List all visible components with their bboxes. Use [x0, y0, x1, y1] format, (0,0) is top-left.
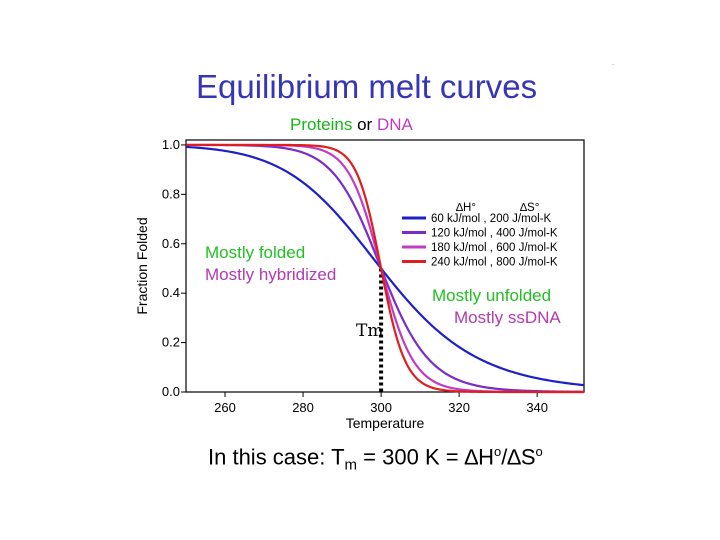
- y-axis-label: Fraction Folded: [134, 217, 150, 314]
- x-tick-label: 280: [292, 400, 314, 415]
- legend-label: 120 kJ/mol , 400 J/mol-K: [431, 228, 558, 240]
- caption-middle: = 300 K = ∆H: [357, 444, 495, 470]
- chart-panel-background: [132, 135, 612, 433]
- caption-sup2: o: [535, 444, 543, 459]
- chart-subtitle: Proteins or DNA: [290, 115, 413, 135]
- annotation-mostly-unfolded: Mostly unfolded: [432, 286, 551, 305]
- annotation-mostly-ssdna: Mostly ssDNA: [454, 308, 561, 327]
- x-tick-label: 260: [214, 400, 236, 415]
- subtitle-or: or: [352, 115, 377, 134]
- y-tick-label: 0.0: [162, 384, 180, 399]
- annotation-mostly-folded: Mostly folded: [205, 243, 305, 262]
- x-tick-label: 300: [370, 400, 392, 415]
- legend-label: 180 kJ/mol , 600 J/mol-K: [431, 242, 558, 254]
- caption-sub: m: [344, 456, 358, 474]
- corner-mark: .: [612, 58, 615, 67]
- legend: ∆H° ∆S° 60 kJ/mol , 200 J/mol-K 120 kJ/mo…: [402, 202, 558, 269]
- y-tick-label: 0.4: [162, 285, 180, 300]
- series-line-240kj: [186, 143, 584, 394]
- caption-slash: /∆S: [501, 444, 536, 470]
- slide-title: Equilibrium melt curves: [196, 68, 538, 105]
- x-tick-label: 320: [448, 400, 470, 415]
- caption: In this case: Tm = 300 K = ∆Ho/∆So: [208, 444, 543, 474]
- legend-header-ds: ∆S°: [520, 202, 539, 214]
- caption-sup1: o: [494, 444, 502, 459]
- y-tick-label: 1.0: [162, 137, 180, 152]
- plot-area-frame: [185, 139, 585, 393]
- annotation-mostly-hybridized: Mostly hybridized: [205, 265, 336, 284]
- y-tick-label: 0.8: [162, 186, 180, 201]
- y-tick-label: 0.2: [162, 335, 180, 350]
- legend-label: 60 kJ/mol , 200 J/mol-K: [431, 213, 551, 225]
- series-line-60kj: [185, 145, 585, 387]
- legend-header-dh: ∆H°: [456, 202, 476, 214]
- subtitle-dna: DNA: [376, 115, 413, 134]
- y-tick-label: 0.6: [162, 236, 180, 251]
- x-axis-label: Temperature: [346, 415, 425, 431]
- legend-label: 240 kJ/mol , 800 J/mol-K: [431, 257, 558, 269]
- caption-prefix: In this case: T: [208, 444, 345, 470]
- subtitle-proteins: Proteins: [290, 115, 353, 134]
- tm-label: Tm: [356, 321, 383, 341]
- x-tick-label: 340: [526, 400, 548, 415]
